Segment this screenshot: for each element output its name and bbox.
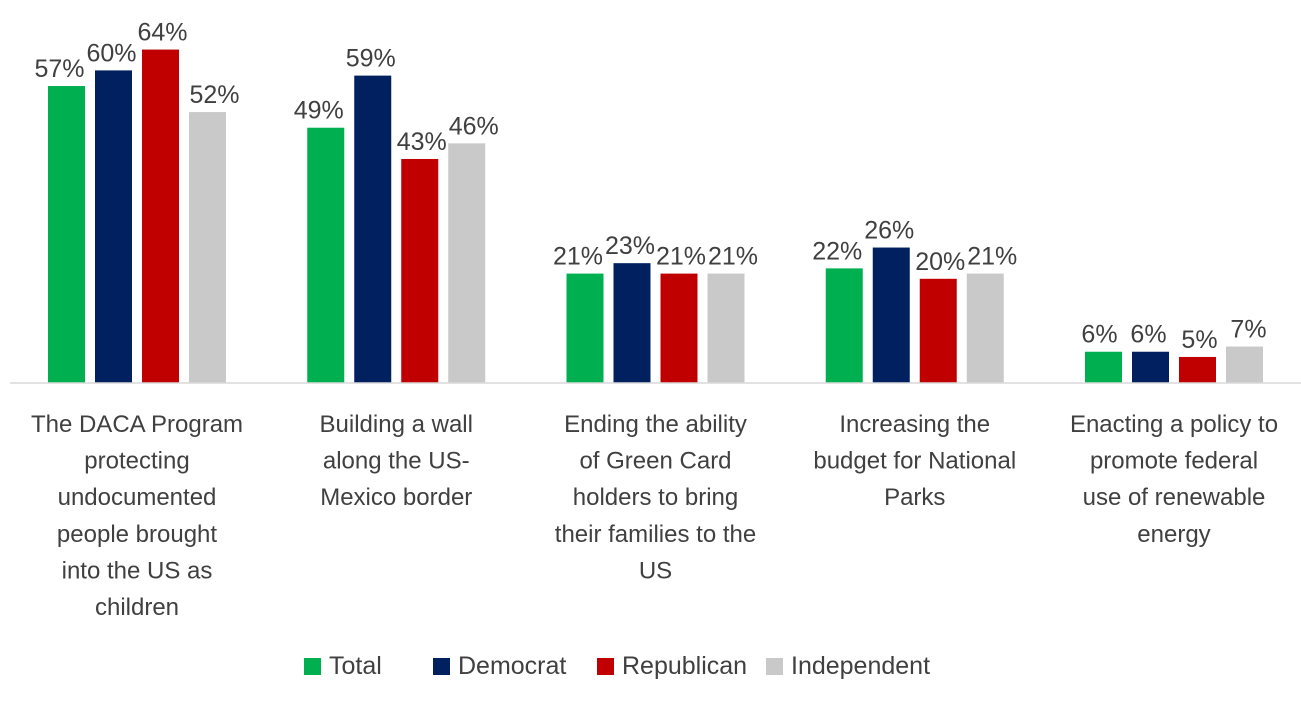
data-label-total-2: 21% (553, 243, 603, 271)
category-label-0: The DACA Program protecting undocumented pe… (31, 411, 243, 621)
bar-democrat-3 (872, 247, 910, 383)
bar-total-3 (825, 268, 863, 383)
bar-independent-4 (1226, 346, 1263, 383)
data-label-independent-0: 52% (189, 81, 239, 109)
bar-democrat-0 (95, 70, 132, 384)
legend-label-republican: Republican (622, 652, 747, 680)
category-labels-layer: The DACA Program protecting undocumented pe… (31, 411, 1278, 621)
bar-total-0 (48, 86, 85, 383)
data-label-total-1: 49% (294, 97, 344, 125)
bars-layer (48, 49, 1263, 384)
data-label-democrat-0: 60% (86, 39, 136, 67)
data-label-democrat-1: 59% (346, 45, 396, 73)
legend-swatch-total (304, 658, 321, 675)
data-label-democrat-2: 23% (605, 232, 655, 260)
legend-swatch-democrat (433, 658, 450, 675)
data-label-independent-1: 46% (449, 112, 499, 140)
data-label-democrat-3: 26% (864, 217, 914, 245)
legend-label-total: Total (329, 652, 382, 680)
data-label-democrat-4: 6% (1130, 321, 1166, 349)
bar-democrat-1 (354, 75, 392, 384)
category-label-1: Building a wall along the US-Mexico borde… (320, 411, 473, 511)
bar-republican-3 (919, 278, 957, 383)
data-label-republican-2: 21% (656, 243, 706, 271)
bar-democrat-4 (1132, 351, 1169, 383)
data-label-total-4: 6% (1081, 321, 1117, 349)
data-label-independent-3: 21% (967, 243, 1017, 271)
data-label-total-0: 57% (34, 55, 84, 83)
bar-independent-3 (966, 273, 1004, 383)
category-label-4: Enacting a policy to promote federal use o… (1070, 411, 1278, 548)
legend-swatch-republican (597, 658, 614, 675)
legend-label-democrat: Democrat (458, 652, 566, 680)
category-label-2: Ending the ability of Green Card holders t… (555, 411, 756, 584)
bar-republican-2 (660, 273, 698, 383)
data-label-independent-4: 7% (1230, 316, 1266, 344)
bar-republican-0 (142, 49, 179, 384)
bar-republican-4 (1179, 356, 1216, 383)
data-label-republican-1: 43% (397, 128, 447, 156)
bar-democrat-2 (613, 263, 651, 383)
data-label-total-3: 22% (812, 237, 862, 265)
legend: Total Democrat Republican Independent (304, 652, 930, 680)
data-label-republican-3: 20% (915, 248, 965, 276)
bar-independent-1 (448, 143, 486, 383)
bar-independent-2 (707, 273, 745, 383)
data-label-republican-0: 64% (137, 19, 187, 47)
data-label-republican-4: 5% (1181, 326, 1217, 354)
bar-total-1 (307, 127, 345, 384)
bar-total-2 (566, 273, 604, 383)
legend-label-independent: Independent (791, 652, 930, 680)
bar-republican-1 (401, 158, 439, 383)
data-labels-layer: 57%60%64%52%49%59%43%46%21% 23% 21% 21% 22%2… (34, 19, 1266, 354)
bar-total-4 (1085, 351, 1122, 383)
bar-independent-0 (189, 112, 226, 383)
legend-swatch-independent (766, 658, 783, 675)
data-label-independent-2: 21% (708, 243, 758, 271)
category-label-3: Increasing the budget for National Parks (813, 411, 1016, 511)
